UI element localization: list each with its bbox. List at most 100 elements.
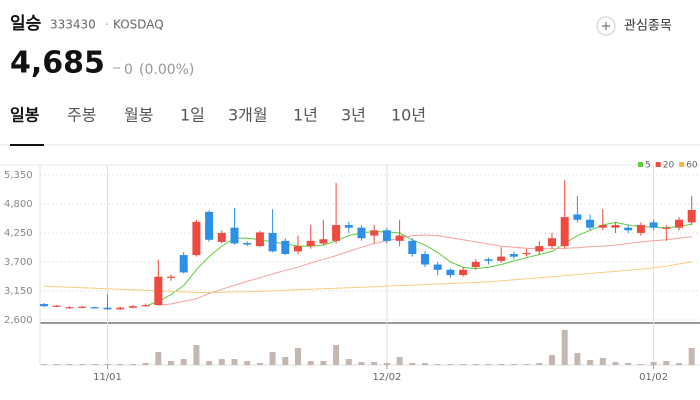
tab[interactable]: 3개월 (228, 106, 268, 125)
y-tick-label: 3,150 (4, 286, 33, 297)
separator: · (105, 18, 109, 32)
stock-name: 일승 (10, 14, 42, 34)
candle-body (573, 214, 582, 220)
tab[interactable]: 월봉 (124, 106, 153, 125)
volume-bar (663, 361, 670, 365)
y-tick-label: 2,600 (4, 315, 33, 326)
legend-label: 5 (645, 161, 651, 171)
volume-bar (269, 352, 276, 365)
volume-bar (637, 364, 644, 365)
candle-body (90, 307, 99, 309)
candle-body (103, 307, 112, 310)
volume-bar (206, 361, 213, 365)
volume-bar (561, 330, 568, 365)
legend-label: 20 (663, 161, 675, 171)
candle-body (598, 225, 607, 228)
volume-bar (168, 361, 174, 365)
volume-bar (231, 359, 238, 365)
volume-bar (409, 363, 416, 365)
candle-body (675, 219, 683, 228)
chart: 2,600 3,150 3,700 4,250 4,800 5,350 11/01 12/02… (0, 161, 700, 383)
legend-swatch (655, 162, 661, 167)
volume-bar (536, 363, 543, 365)
volume-bar (244, 361, 251, 365)
candle-body (624, 227, 633, 231)
volume-bar (320, 361, 327, 365)
candle-body (128, 306, 137, 308)
volume-bar (485, 364, 492, 365)
candle-body (446, 269, 455, 276)
volume-bar (41, 364, 47, 365)
candle-body (586, 219, 595, 228)
legend-swatch (679, 162, 685, 167)
candle-body (535, 246, 544, 252)
volume-bar (53, 364, 60, 365)
price: 4,685 (10, 46, 105, 81)
candle-body (40, 304, 48, 307)
tab[interactable]: 3년 (341, 106, 366, 125)
volume-bar (498, 364, 505, 365)
volume-bar (599, 358, 606, 365)
x-tick-label: 12/02 (372, 372, 401, 383)
volume-bar (180, 359, 187, 365)
moving-average-line (43, 261, 692, 293)
volume-bar (447, 364, 454, 365)
candle-body (230, 227, 239, 244)
volume-bar (625, 363, 632, 365)
volume-bar (523, 364, 530, 365)
volume-bar (142, 363, 149, 365)
candle-body (255, 232, 264, 247)
volume-bar (574, 353, 581, 365)
y-tick-label: 4,250 (4, 228, 33, 239)
volume-bar (345, 359, 352, 365)
candle-body (522, 252, 531, 255)
change-pct: (0.00%) (139, 62, 194, 78)
candle-body (65, 307, 74, 309)
volume-bar (383, 363, 390, 365)
y-tick-label: 3,700 (4, 257, 33, 268)
volume-bar (549, 355, 555, 365)
candle-body (408, 240, 417, 255)
volume-bar (256, 363, 263, 365)
plus-glyph (602, 22, 610, 30)
tab[interactable]: 1일 (180, 106, 205, 125)
volume-bar (66, 364, 73, 365)
candle-body (217, 232, 226, 242)
moving-average-line (158, 234, 692, 306)
candle-body (141, 305, 150, 307)
watch-button[interactable]: 관심종목 (596, 16, 672, 36)
volume-bar (434, 364, 441, 365)
volume-bar (396, 357, 403, 365)
volume-bar (117, 364, 124, 365)
candle-body (319, 239, 328, 244)
candle-body (179, 255, 188, 273)
candle-body (497, 256, 506, 261)
tabs: 일봉 주봉 월봉 1일 3개월 1년 3년 10년 (10, 106, 426, 125)
legend-label: 60 (686, 161, 698, 171)
tab[interactable]: 주봉 (67, 106, 96, 125)
tab[interactable]: 10년 (391, 106, 426, 125)
y-tick-label: 5,350 (4, 170, 33, 181)
volume-bar (282, 357, 289, 365)
candle-body (421, 254, 429, 265)
volume-bar (333, 345, 340, 365)
change: 0 (124, 62, 133, 78)
candle-body (243, 242, 252, 245)
tab[interactable]: 1년 (293, 106, 318, 125)
volume-bar (650, 362, 657, 365)
volume-bar (688, 348, 695, 365)
candle-body (370, 230, 379, 236)
volume-bar (193, 345, 200, 365)
candle-body (192, 221, 201, 256)
market: KOSDAQ (113, 18, 164, 32)
candle-body (548, 238, 556, 247)
tab[interactable]: 일봉 (10, 106, 40, 125)
candle-body (509, 254, 518, 257)
candle-body (662, 227, 671, 229)
candle-body (636, 225, 645, 233)
candle-body (154, 276, 163, 306)
volume-bar (307, 361, 314, 365)
volume-bar (91, 364, 98, 365)
candle-body (268, 232, 277, 252)
